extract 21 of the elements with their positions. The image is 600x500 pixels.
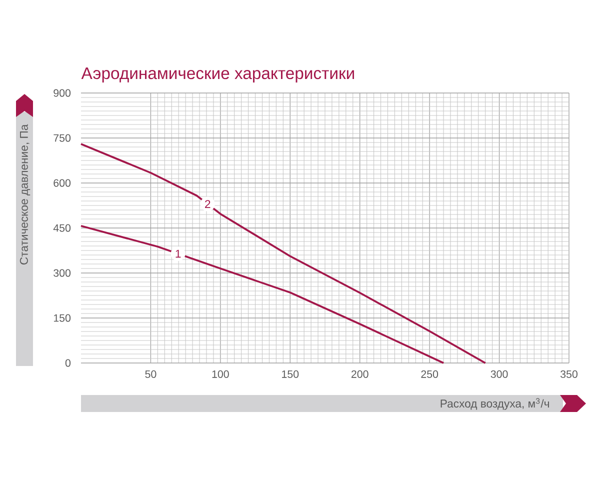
series-label: 1 [176, 250, 181, 258]
y-axis-title: Статическое давление, Па [20, 124, 30, 264]
line-series [80, 143, 486, 364]
x-axis-title: Расход воздуха, м$^{3}$/ч [440, 398, 549, 410]
y-tick-label: 450 [53, 224, 71, 232]
series-label: 2 [205, 200, 210, 208]
x-tick-label: 300 [490, 370, 508, 378]
chart-title: Аэродинамические характеристики [81, 68, 354, 82]
x-tick-label: 100 [212, 370, 229, 378]
x-tick-label: 150 [282, 370, 299, 378]
y-tick-label: 300 [54, 269, 71, 277]
y-tick-label: 0 [65, 359, 71, 367]
line-series [80, 224, 444, 364]
y-tick-label: 150 [54, 314, 71, 322]
x-tick-label: 200 [352, 370, 368, 378]
x-tick-label: 50 [145, 370, 156, 378]
y-tick-label: 750 [54, 134, 71, 142]
x-tick-label: 350 [560, 370, 578, 378]
y-tick-label: 900 [54, 89, 71, 97]
y-tick-label: 600 [54, 179, 71, 187]
x-tick-label: 250 [421, 370, 438, 378]
